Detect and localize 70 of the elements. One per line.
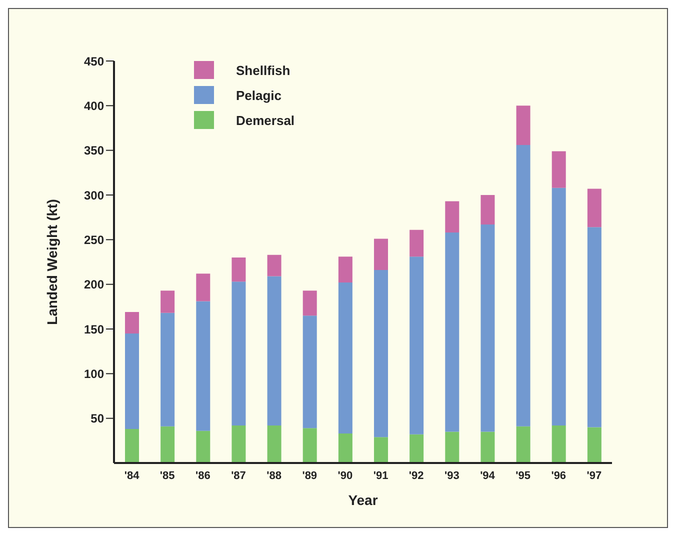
bar [125,429,139,463]
bar [160,312,175,426]
bar [196,301,210,431]
legend-label: Demersal [236,112,295,128]
bar [587,427,602,463]
bar [445,432,460,463]
y-tick-label: 100 [84,366,104,381]
bar [480,195,495,224]
bar [196,430,210,463]
bar [480,224,495,432]
bar [552,188,566,426]
x-tick-label: '86 [196,470,210,482]
bar [232,282,246,426]
bar [410,256,424,434]
x-tick-label: '87 [231,470,246,482]
x-tick-label: '93 [444,470,460,482]
y-tick-label: 450 [84,54,104,68]
x-tick-label: '94 [480,470,496,482]
bar [516,144,530,426]
y-axis-title: Landed Weight (kt) [44,199,60,325]
bar [338,256,352,283]
bar [587,227,602,428]
bar [232,425,246,463]
y-tick-label: 350 [84,144,104,158]
x-tick-label: '97 [586,470,602,482]
x-tick-label: '89 [302,470,318,482]
bar [552,151,566,188]
bar [445,232,460,432]
bar [196,274,210,302]
bar [374,437,388,463]
y-tick-label: 300 [84,188,104,202]
y-tick-label: 50 [90,412,104,426]
y-tick-label: 250 [84,232,104,247]
x-tick-label: '92 [408,470,424,482]
bar [160,290,175,313]
bar [445,201,460,233]
bar [374,270,388,438]
x-tick-label: '84 [124,470,140,482]
bar [232,258,246,282]
bar [267,254,282,276]
bar [338,282,352,434]
bar [516,106,530,145]
bar [160,426,175,463]
bar [338,434,352,463]
x-tick-label: '90 [338,470,353,482]
bar [374,238,388,270]
bar [410,230,424,257]
x-tick-label: '91 [373,470,388,482]
bar [480,432,495,463]
bar [302,316,317,428]
x-axis-title: Year [348,492,378,508]
bar [587,188,602,228]
bar [552,425,566,463]
x-tick-label: '95 [516,470,530,482]
bar [125,333,139,430]
legend-label: Shellfish [236,62,290,78]
y-tick-label: 150 [84,322,104,336]
x-tick-label: '88 [266,470,282,482]
bar [516,426,530,463]
bar [302,290,317,316]
bar [125,312,139,334]
x-tick-label: '96 [551,470,566,482]
bar [302,428,317,463]
y-tick-label: 200 [84,278,104,292]
bar [267,425,282,463]
legend-label: Pelagic [236,88,282,102]
x-tick-label: '85 [160,470,175,482]
y-tick-label: 400 [84,98,104,113]
bar [410,434,424,463]
bar [267,276,282,426]
